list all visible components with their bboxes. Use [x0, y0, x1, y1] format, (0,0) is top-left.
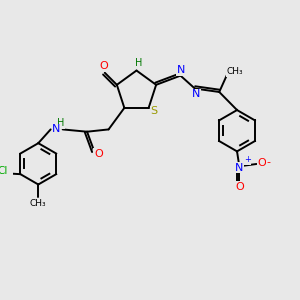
Text: N: N — [52, 124, 61, 134]
Text: N: N — [191, 89, 200, 99]
Text: H: H — [135, 58, 142, 68]
Text: O: O — [99, 61, 108, 71]
Text: N: N — [177, 65, 185, 76]
Text: O: O — [257, 158, 266, 168]
Text: O: O — [235, 182, 244, 192]
Text: CH₃: CH₃ — [227, 68, 244, 76]
Text: S: S — [150, 106, 158, 116]
Text: Cl: Cl — [0, 166, 8, 176]
Text: -: - — [267, 158, 271, 168]
Text: CH₃: CH₃ — [30, 199, 46, 208]
Text: O: O — [94, 149, 103, 159]
Text: N: N — [235, 163, 244, 173]
Text: +: + — [244, 155, 251, 164]
Text: H: H — [57, 118, 64, 128]
